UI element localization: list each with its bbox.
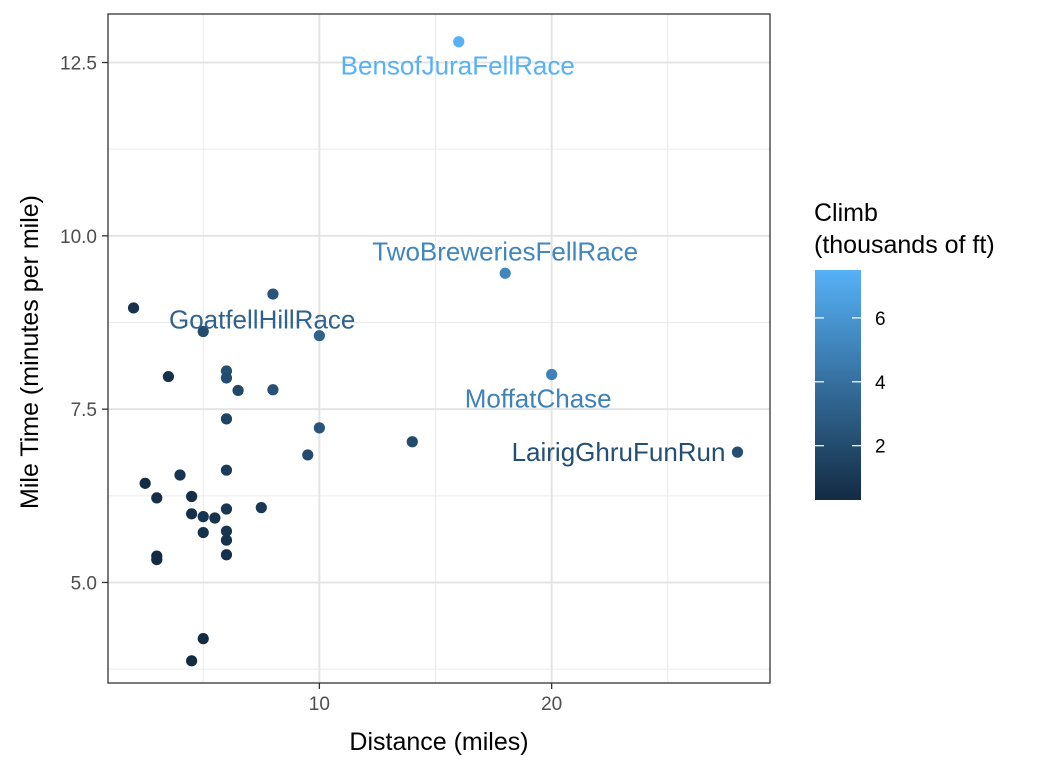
data-point [151, 492, 163, 504]
data-point [162, 370, 174, 383]
point-label: BensofJuraFellRace [341, 51, 575, 81]
data-point [174, 469, 186, 481]
legend-tick-label: 6 [875, 309, 886, 330]
data-point [220, 372, 233, 384]
grid-major [108, 14, 770, 683]
point-label: LairigGhruFunRun [512, 437, 726, 467]
color-legend: Climb (thousands of ft) 2 4 6 [814, 199, 995, 500]
data-point [453, 36, 465, 48]
panel-border [107, 13, 771, 684]
grid-minor [108, 14, 770, 683]
data-point [151, 553, 163, 566]
data-point [209, 512, 221, 524]
y-tick-label: 10.0 [60, 227, 97, 248]
y-axis-ticks: 5.0 7.5 10.0 12.5 [60, 54, 108, 594]
y-tick-label: 5.0 [71, 573, 97, 594]
data-point [220, 534, 233, 546]
data-point [313, 330, 325, 342]
data-point [197, 526, 209, 539]
x-tick-label: 20 [541, 694, 562, 715]
legend-title-line-2: (thousands of ft) [814, 231, 995, 259]
plot-panel: BensofJuraFellRace TwoBreweriesFellRace Go… [107, 13, 771, 684]
y-axis-title: Mile Time (minutes per mile) [16, 195, 44, 509]
point-label: TwoBreweriesFellRace [372, 236, 638, 266]
data-point [406, 436, 418, 448]
point-labels: BensofJuraFellRace TwoBreweriesFellRace Go… [169, 51, 726, 467]
data-point [197, 325, 209, 338]
legend-tick-label: 4 [875, 373, 886, 394]
data-point [267, 384, 279, 396]
data-point [220, 413, 233, 425]
data-point [127, 302, 140, 314]
point-label: MoffatChase [465, 383, 612, 413]
data-point [220, 549, 233, 561]
x-tick-label: 10 [309, 694, 330, 715]
axes: 10 20 5.0 7.5 10.0 12.5 Distance (miles) Mil… [16, 54, 562, 756]
legend-tick-label: 2 [875, 437, 886, 458]
data-points [127, 36, 744, 667]
data-point [197, 511, 209, 523]
legend-ticks: 2 4 6 [815, 309, 886, 458]
data-point [267, 288, 279, 300]
panel-background [108, 14, 770, 683]
data-point [220, 464, 233, 476]
data-point [186, 508, 198, 520]
data-point [186, 490, 198, 503]
legend-title-line-1: Climb [814, 199, 878, 227]
data-point [232, 384, 244, 397]
x-axis-title: Distance (miles) [349, 728, 528, 756]
data-point [302, 449, 314, 461]
data-point [255, 502, 267, 514]
x-axis-ticks: 10 20 [309, 683, 562, 715]
data-point [731, 446, 744, 458]
data-point [220, 503, 233, 515]
y-tick-label: 12.5 [60, 54, 97, 75]
data-point [186, 655, 198, 667]
data-point [220, 525, 233, 537]
data-point [313, 422, 325, 434]
y-tick-label: 7.5 [71, 400, 97, 421]
data-point [139, 477, 151, 489]
legend-colorbar [815, 270, 861, 500]
data-point [546, 368, 558, 381]
point-label: GoatfellHillRace [169, 305, 355, 335]
data-point [499, 267, 511, 279]
data-point [197, 633, 209, 645]
